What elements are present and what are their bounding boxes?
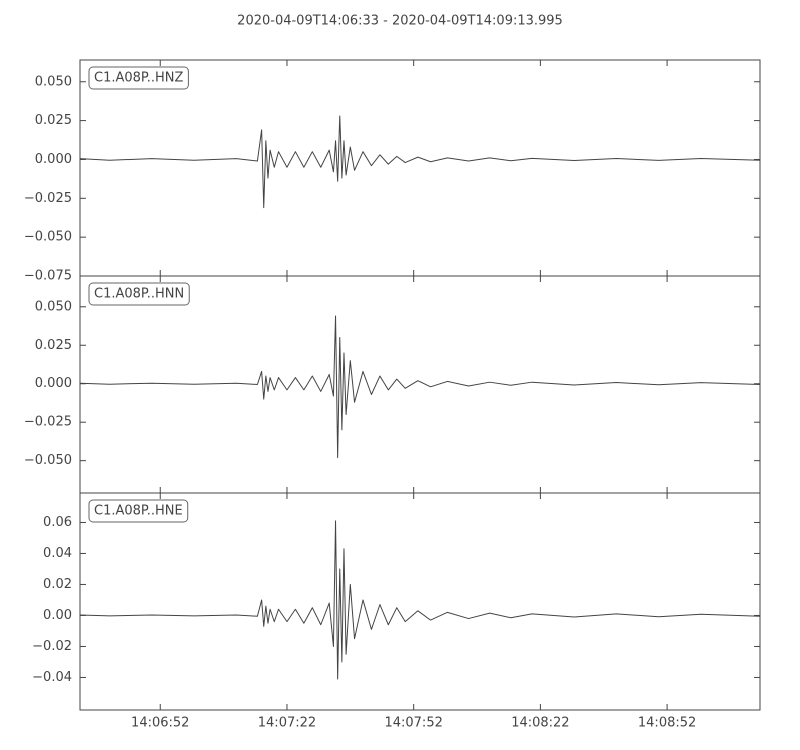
x-tick-label: 14:08:52 bbox=[638, 716, 696, 731]
x-tick-label: 14:08:22 bbox=[511, 716, 569, 731]
y-tick-label: 0.025 bbox=[35, 338, 72, 353]
y-tick-label: 0.06 bbox=[43, 515, 72, 530]
waveform bbox=[80, 520, 760, 680]
y-tick-label: −0.050 bbox=[24, 453, 72, 468]
label-box bbox=[88, 499, 189, 523]
waveform bbox=[80, 115, 760, 209]
y-tick-label: −0.050 bbox=[24, 230, 72, 245]
trace-label: C1.A08P..HNZ bbox=[94, 71, 183, 86]
y-tick-label: 0.050 bbox=[35, 74, 72, 89]
label-box bbox=[88, 66, 189, 90]
y-tick-label: −0.02 bbox=[32, 639, 72, 654]
waveform bbox=[80, 315, 760, 459]
y-tick-label: −0.075 bbox=[24, 269, 72, 284]
y-tick-label: 0.025 bbox=[35, 113, 72, 128]
x-tick-label: 14:07:22 bbox=[258, 716, 316, 731]
y-tick-label: −0.025 bbox=[24, 191, 72, 206]
label-box bbox=[88, 282, 190, 306]
panel-frame bbox=[79, 492, 761, 711]
trace-label: C1.A08P..HNE bbox=[94, 504, 183, 519]
y-tick-label: 0.04 bbox=[43, 546, 72, 561]
y-tick-label: −0.04 bbox=[32, 670, 72, 685]
y-tick-label: 0.02 bbox=[43, 577, 72, 592]
y-tick-label: −0.025 bbox=[24, 415, 72, 430]
y-tick-label: 0.050 bbox=[35, 299, 72, 314]
chart-title: 2020-04-09T14:06:33 - 2020-04-09T14:09:1… bbox=[237, 14, 563, 29]
x-tick-label: 14:06:52 bbox=[131, 716, 189, 731]
y-tick-label: 0.000 bbox=[35, 152, 72, 167]
trace-label: C1.A08P..HNN bbox=[94, 287, 184, 302]
y-tick-label: 0.000 bbox=[35, 376, 72, 391]
x-tick-label: 14:07:52 bbox=[384, 716, 442, 731]
y-tick-label: 0.00 bbox=[43, 608, 72, 623]
